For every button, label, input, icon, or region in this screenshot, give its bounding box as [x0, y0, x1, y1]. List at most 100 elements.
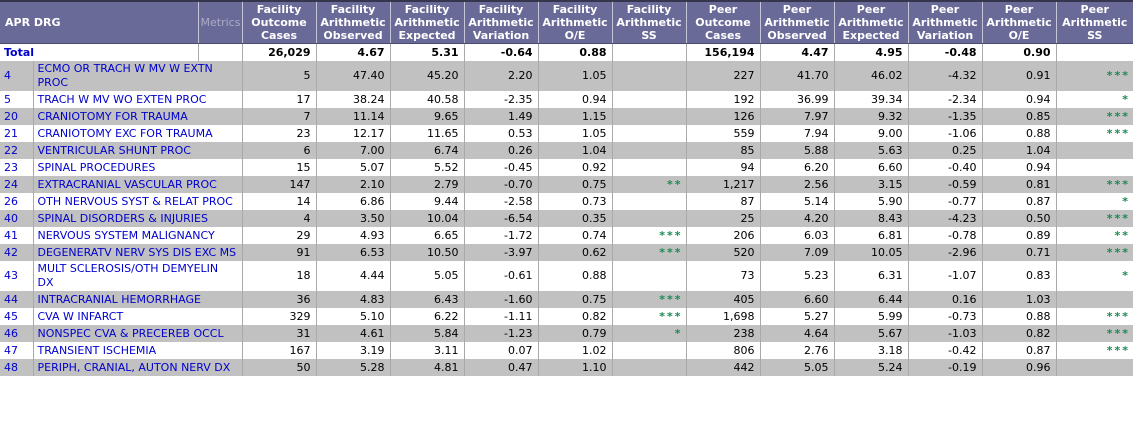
cell-facility-outcome-cases: 15 — [242, 159, 317, 176]
drg-code-link[interactable]: 40 — [0, 210, 34, 227]
cell-peer-arithmetic-oe: 0.94 — [982, 159, 1057, 176]
column-header-peer-arithmetic-variation[interactable]: Peer Arithmetic Variation — [908, 0, 983, 44]
cell-peer-arithmetic-oe: 0.88 — [982, 308, 1057, 325]
drg-description-link[interactable]: SPINAL DISORDERS & INJURIES — [33, 210, 243, 227]
cell-peer-arithmetic-ss — [1056, 359, 1133, 376]
cell-peer-arithmetic-variation: -4.32 — [908, 61, 983, 91]
drg-description-link[interactable]: OTH NERVOUS SYST & RELAT PROC — [33, 193, 243, 210]
table-row: 20 CRANIOTOMY FOR TRAUMA 7 11.14 9.65 1.49 1.1… — [0, 108, 1133, 125]
cell-facility-arithmetic-observed: 5.10 — [316, 308, 391, 325]
drg-description-link[interactable]: EXTRACRANIAL VASCULAR PROC — [33, 176, 243, 193]
drg-code-link[interactable]: 5 — [0, 91, 34, 108]
cell-facility-arithmetic-variation: -2.58 — [464, 193, 539, 210]
column-header-peer-arithmetic-expected[interactable]: Peer Arithmetic Expected — [834, 0, 909, 44]
cell-peer-arithmetic-oe: 0.81 — [982, 176, 1057, 193]
column-header-facility-arithmetic-oe[interactable]: Facility Arithmetic O/E — [538, 0, 613, 44]
cell-facility-outcome-cases: 147 — [242, 176, 317, 193]
cell-peer-arithmetic-observed: 5.23 — [760, 261, 835, 291]
drg-code-link[interactable]: 4 — [0, 61, 34, 91]
cell-facility-arithmetic-observed: 7.00 — [316, 142, 391, 159]
drg-description-link[interactable]: NERVOUS SYSTEM MALIGNANCY — [33, 227, 243, 244]
cell-facility-arithmetic-observed: 4.61 — [316, 325, 391, 342]
cell-facility-arithmetic-observed: 3.50 — [316, 210, 391, 227]
drg-description-link[interactable]: DEGENERATV NERV SYS DIS EXC MS — [33, 244, 243, 261]
column-header-peer-arithmetic-ss[interactable]: Peer Arithmetic SS — [1056, 0, 1133, 44]
column-header-facility-arithmetic-ss[interactable]: Facility Arithmetic SS — [612, 0, 687, 44]
cell-peer-arithmetic-variation: 0.16 — [908, 291, 983, 308]
table-row: 41 NERVOUS SYSTEM MALIGNANCY 29 4.93 6.65 -1.… — [0, 227, 1133, 244]
cell-peer-arithmetic-ss — [1056, 291, 1133, 308]
drg-code-link[interactable]: 48 — [0, 359, 34, 376]
total-metrics-cell — [198, 43, 243, 61]
column-header-facility-arithmetic-observed[interactable]: Facility Arithmetic Observed — [316, 0, 391, 44]
drg-code-link[interactable]: 43 — [0, 261, 34, 291]
drg-description-link[interactable]: MULT SCLEROSIS/OTH DEMYELIN DX — [33, 261, 243, 291]
cell-facility-arithmetic-oe: 0.35 — [538, 210, 613, 227]
cell-facility-arithmetic-observed: 5.07 — [316, 159, 391, 176]
table-row: 40 SPINAL DISORDERS & INJURIES 4 3.50 10.04-… — [0, 210, 1133, 227]
drg-description-link[interactable]: TRANSIENT ISCHEMIA — [33, 342, 243, 359]
cell-facility-arithmetic-ss — [612, 210, 687, 227]
cell-peer-arithmetic-expected: 8.43 — [834, 210, 909, 227]
cell-peer-arithmetic-ss: *** — [1056, 308, 1133, 325]
drg-code-link[interactable]: 23 — [0, 159, 34, 176]
drg-code-link[interactable]: 20 — [0, 108, 34, 125]
cell-facility-arithmetic-observed: 38.24 — [316, 91, 391, 108]
column-header-metrics[interactable]: Metrics — [198, 0, 243, 44]
cell-peer-arithmetic-ss: *** — [1056, 210, 1133, 227]
cell-facility-arithmetic-expected: 5.52 — [390, 159, 465, 176]
cell-facility-arithmetic-variation: -3.97 — [464, 244, 539, 261]
cell-peer-arithmetic-expected: 6.44 — [834, 291, 909, 308]
drg-code-link[interactable]: 41 — [0, 227, 34, 244]
drg-code-link[interactable]: 46 — [0, 325, 34, 342]
cell-facility-arithmetic-expected: 11.65 — [390, 125, 465, 142]
drg-description-link[interactable]: CVA W INFARCT — [33, 308, 243, 325]
cell-peer-arithmetic-oe: 0.85 — [982, 108, 1057, 125]
column-header-peer-outcome-cases[interactable]: Peer Outcome Cases — [686, 0, 761, 44]
drg-code-link[interactable]: 42 — [0, 244, 34, 261]
cell-peer-arithmetic-observed: 2.76 — [760, 342, 835, 359]
cell-facility-arithmetic-oe: 1.05 — [538, 61, 613, 91]
table-row: 45 CVA W INFARCT 329 5.10 6.22 -1.11 0.82 *** 1,… — [0, 308, 1133, 325]
drg-description-link[interactable]: TRACH W MV WO EXTEN PROC — [33, 91, 243, 108]
cell-peer-arithmetic-expected: 6.31 — [834, 261, 909, 291]
cell-peer-arithmetic-expected: 6.60 — [834, 159, 909, 176]
cell-facility-arithmetic-oe: 1.15 — [538, 108, 613, 125]
cell-peer-arithmetic-variation: -1.35 — [908, 108, 983, 125]
cell-facility-arithmetic-ss — [612, 61, 687, 91]
drg-description-link[interactable]: INTRACRANIAL HEMORRHAGE — [33, 291, 243, 308]
cell-peer-outcome-cases: 87 — [686, 193, 761, 210]
drg-code-link[interactable]: 21 — [0, 125, 34, 142]
column-header-facility-arithmetic-variation[interactable]: Facility Arithmetic Variation — [464, 0, 539, 44]
column-header-facility-arithmetic-expected[interactable]: Facility Arithmetic Expected — [390, 0, 465, 44]
drg-description-link[interactable]: PERIPH, CRANIAL, AUTON NERV DX — [33, 359, 243, 376]
total-label: Total — [0, 43, 199, 61]
cell-facility-arithmetic-ss — [612, 142, 687, 159]
apr-drg-report-table: APR DRG Metrics Facility Outcome Cases Fa… — [0, 0, 1133, 376]
drg-description-link[interactable]: CRANIOTOMY EXC FOR TRAUMA — [33, 125, 243, 142]
table-row: 4 ECMO OR TRACH W MV W EXTN PROC 5 47.40 45.… — [0, 61, 1133, 91]
column-header-facility-outcome-cases[interactable]: Facility Outcome Cases — [242, 0, 317, 44]
drg-description-link[interactable]: VENTRICULAR SHUNT PROC — [33, 142, 243, 159]
cell-peer-arithmetic-observed: 5.05 — [760, 359, 835, 376]
drg-code-link[interactable]: 24 — [0, 176, 34, 193]
cell-facility-arithmetic-expected: 6.74 — [390, 142, 465, 159]
drg-code-link[interactable]: 44 — [0, 291, 34, 308]
column-header-apr-drg[interactable]: APR DRG — [0, 0, 199, 44]
column-header-peer-arithmetic-oe[interactable]: Peer Arithmetic O/E — [982, 0, 1057, 44]
drg-description-link[interactable]: SPINAL PROCEDURES — [33, 159, 243, 176]
drg-description-link[interactable]: CRANIOTOMY FOR TRAUMA — [33, 108, 243, 125]
cell-peer-arithmetic-oe: 0.89 — [982, 227, 1057, 244]
cell-facility-arithmetic-expected: 45.20 — [390, 61, 465, 91]
table-row: 26 OTH NERVOUS SYST & RELAT PROC 14 6.86 9.4… — [0, 193, 1133, 210]
drg-code-link[interactable]: 47 — [0, 342, 34, 359]
drg-code-link[interactable]: 45 — [0, 308, 34, 325]
drg-code-link[interactable]: 26 — [0, 193, 34, 210]
drg-description-link[interactable]: ECMO OR TRACH W MV W EXTN PROC — [33, 61, 243, 91]
drg-description-link[interactable]: NONSPEC CVA & PRECEREB OCCL — [33, 325, 243, 342]
cell-facility-arithmetic-variation: -1.60 — [464, 291, 539, 308]
cell-peer-outcome-cases: 1,217 — [686, 176, 761, 193]
column-header-peer-arithmetic-observed[interactable]: Peer Arithmetic Observed — [760, 0, 835, 44]
drg-code-link[interactable]: 22 — [0, 142, 34, 159]
total-row: Total 26,029 4.67 5.31 -0.64 0.88 156,194 4.47… — [0, 43, 1133, 61]
